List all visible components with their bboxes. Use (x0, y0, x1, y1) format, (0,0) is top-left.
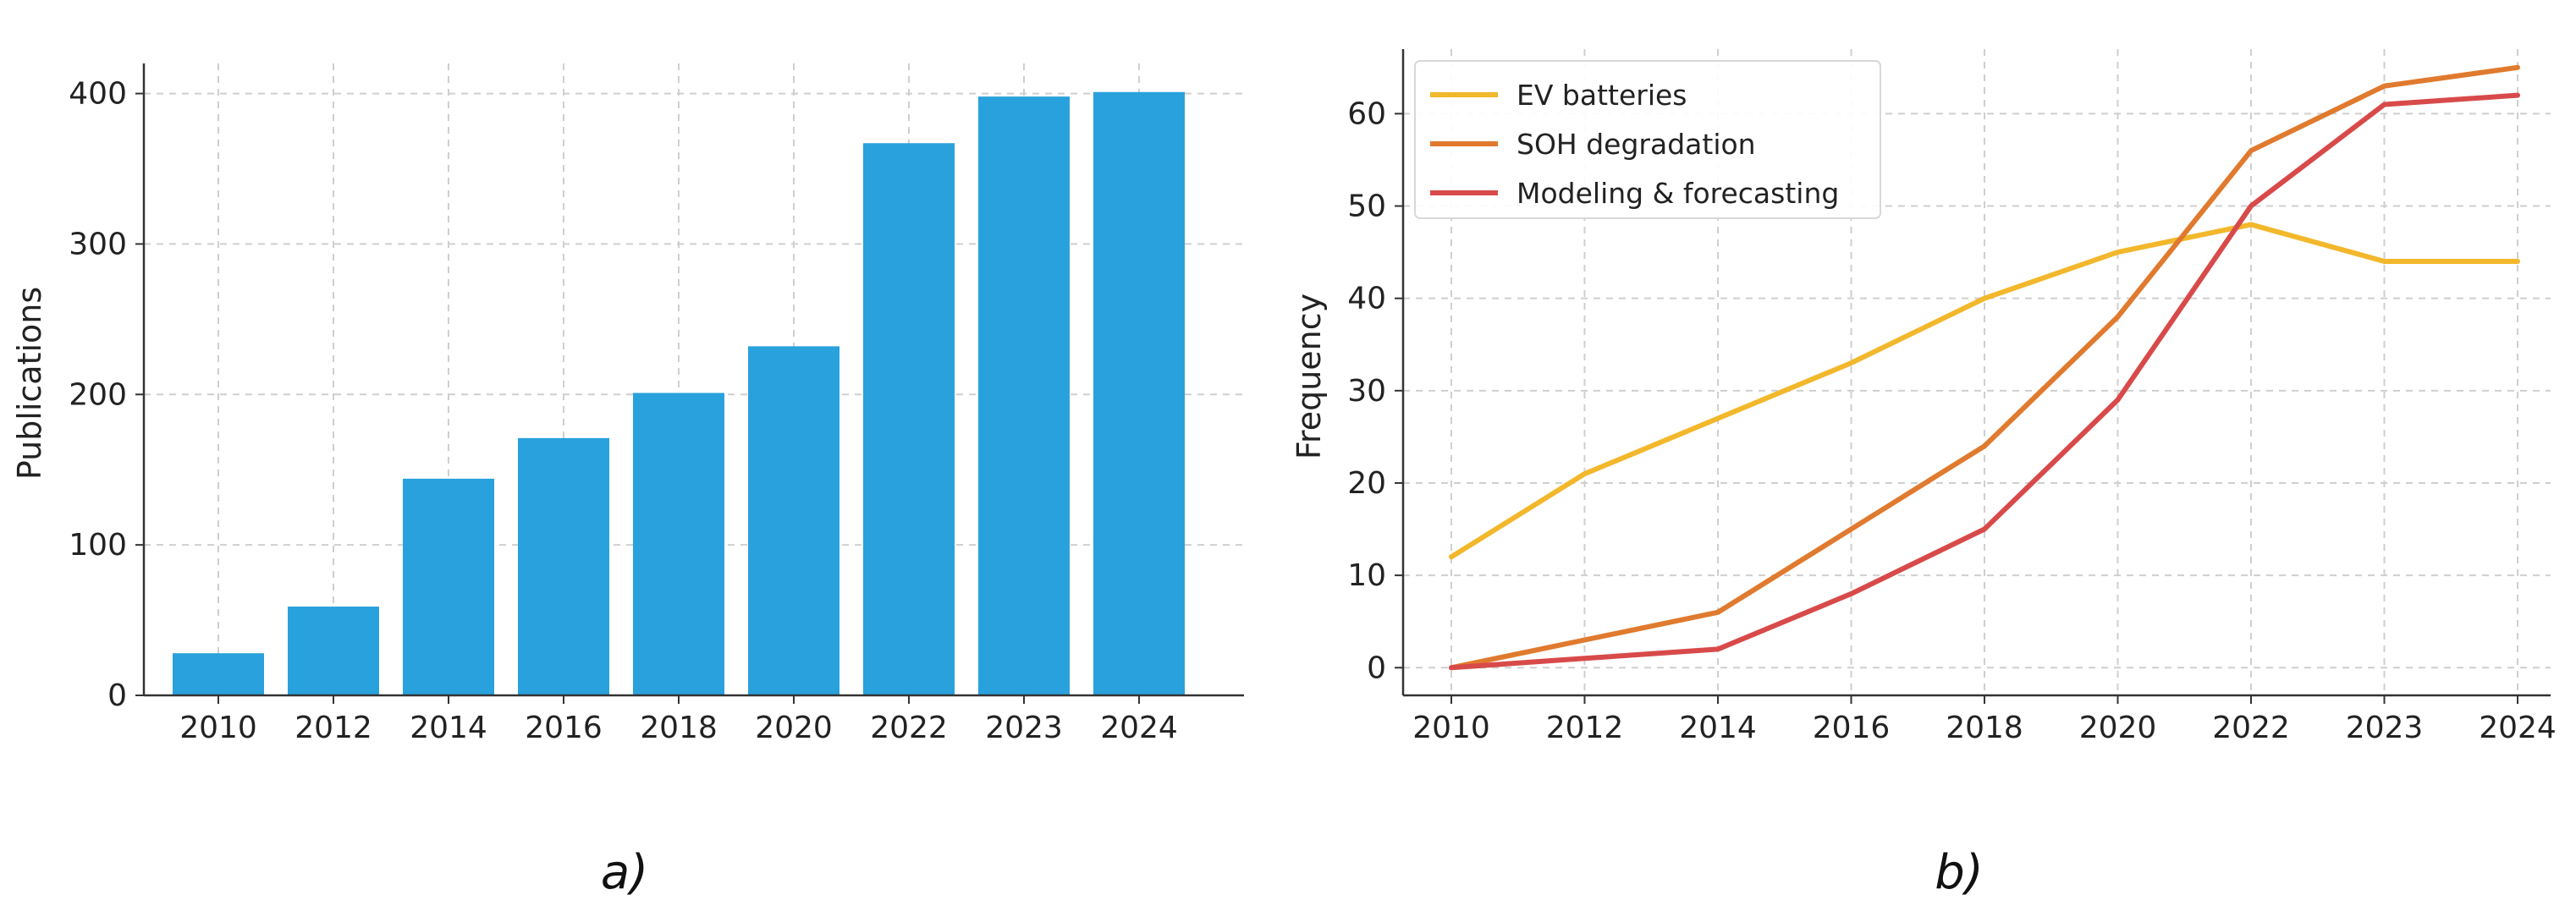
bar-chart-y-ticks: 0 100 200 300 400 (69, 77, 144, 713)
bar-2024 (1093, 91, 1185, 696)
x-tick-label: 2020 (2079, 711, 2157, 745)
bar-2023 (978, 96, 1070, 696)
y-tick-label: 100 (69, 528, 127, 563)
bar-2012 (288, 607, 379, 695)
y-tick-label: 40 (1347, 282, 1386, 316)
y-tick-label: 20 (1347, 466, 1386, 501)
legend-box (1414, 60, 1881, 219)
x-tick-label: 2014 (1679, 711, 1757, 745)
y-tick-label: 60 (1347, 96, 1386, 131)
panel-label-a: a) (601, 845, 648, 900)
y-tick-label: 0 (107, 678, 127, 713)
x-tick-label: 2012 (1546, 711, 1624, 745)
x-tick-label: 2010 (1412, 711, 1490, 745)
bar-2022 (863, 143, 955, 695)
x-tick-label: 2020 (755, 711, 833, 745)
bar-2020 (748, 346, 839, 695)
y-tick-label: 0 (1367, 651, 1386, 685)
y-tick-label: 200 (69, 377, 127, 412)
x-tick-label: 2024 (1100, 711, 1178, 745)
line-chart-x-ticks: 2010 2012 2014 2016 2018 2020 2022 2023 2024 (1412, 695, 2557, 745)
line-chart-y-ticks: 0 10 20 30 40 50 60 (1347, 96, 1403, 685)
y-tick-label: 30 (1347, 374, 1386, 409)
legend-label-modeling-forecasting: Modeling & forecasting (1516, 177, 1839, 210)
x-tick-label: 2022 (2212, 711, 2290, 745)
x-tick-label: 2012 (294, 711, 372, 745)
x-tick-label: 2022 (870, 711, 948, 745)
series-line-modeling-forecasting (1449, 92, 2520, 671)
line-chart-y-label: Frequency (1291, 294, 1328, 459)
legend-label-ev-batteries: EV batteries (1516, 79, 1687, 112)
x-tick-label: 2016 (1813, 711, 1891, 745)
x-tick-label: 2023 (985, 711, 1063, 745)
x-tick-label: 2014 (410, 711, 487, 745)
bar-chart-x-ticks: 2010 2012 2014 2016 2018 2020 2022 2023 2024 (179, 695, 1178, 745)
bar-chart-bars (173, 91, 1185, 696)
x-tick-label: 2023 (2346, 711, 2424, 745)
x-tick-label: 2016 (525, 711, 603, 745)
y-tick-label: 300 (69, 227, 127, 261)
bar-chart-y-label: Publications (11, 287, 48, 480)
y-tick-label: 50 (1347, 189, 1386, 224)
bar-2018 (633, 393, 724, 695)
legend-label-soh-degradation: SOH degradation (1516, 128, 1756, 161)
line-chart-series (1449, 64, 2520, 671)
panel-label-b: b) (1935, 845, 1983, 900)
x-tick-label: 2018 (640, 711, 718, 745)
x-tick-label: 2024 (2479, 711, 2557, 745)
series-line-ev-batteries (1449, 222, 2520, 560)
x-tick-label: 2010 (179, 711, 257, 745)
y-tick-label: 400 (69, 77, 127, 112)
x-tick-label: 2018 (1946, 711, 2023, 745)
bar-2016 (518, 437, 609, 695)
y-tick-label: 10 (1347, 558, 1386, 593)
bar-2010 (173, 653, 264, 695)
line-chart-legend: EV batteries SOH degradation Modeling & fo… (1414, 60, 1881, 219)
bar-2014 (403, 478, 494, 695)
series-line-soh-degradation (1449, 64, 2520, 671)
